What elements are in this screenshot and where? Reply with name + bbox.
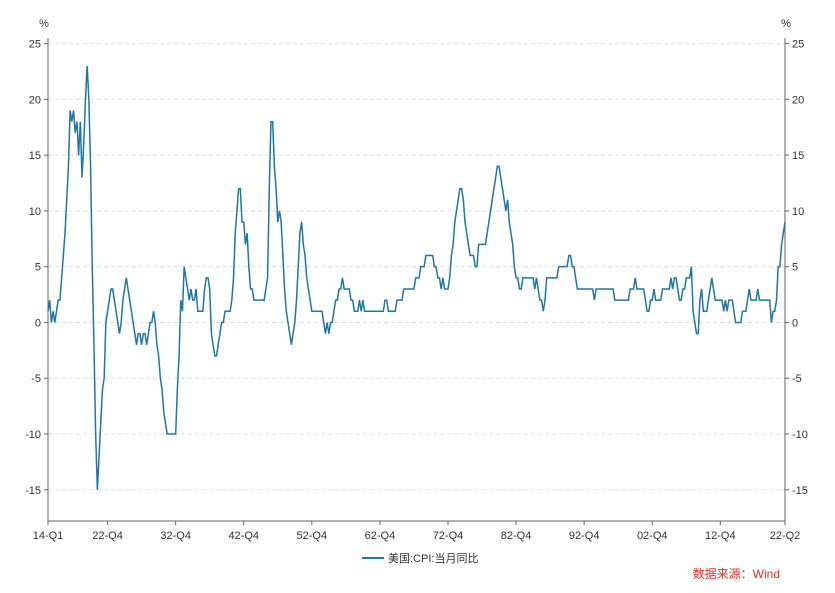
- x-tick-label: 32-Q4: [160, 530, 191, 542]
- y2-tick-label: 15: [792, 150, 804, 162]
- x-tick-label: 62-Q4: [365, 530, 396, 542]
- x-tick-label: 22-Q2: [770, 530, 801, 542]
- y-tick-label: 5: [35, 262, 41, 274]
- y2-tick-label: 25: [792, 39, 804, 51]
- x-tick-label: 42-Q4: [228, 530, 259, 542]
- y-tick-label: -15: [25, 485, 41, 497]
- y-tick-label: 15: [29, 150, 41, 162]
- x-tick-label: 14-Q1: [33, 530, 64, 542]
- y-tick-label: -10: [25, 429, 41, 441]
- y2-tick-label: 10: [792, 206, 804, 218]
- legend-label: 美国:CPI:当月同比: [388, 551, 478, 565]
- y-tick-label: 20: [29, 94, 41, 106]
- y2-tick-label: -15: [792, 485, 808, 497]
- x-tick-label: 72-Q4: [433, 530, 464, 542]
- y-tick-label: 10: [29, 206, 41, 218]
- x-tick-label: 12-Q4: [705, 530, 736, 542]
- y2-tick-label: -5: [792, 373, 802, 385]
- source: 数据来源：Wind: [693, 566, 780, 581]
- y2-tick-label: 0: [792, 317, 798, 329]
- y-unit: %: [39, 18, 49, 30]
- x-tick-label: 52-Q4: [297, 530, 328, 542]
- y-tick-label: 0: [35, 317, 41, 329]
- x-tick-label: 92-Q4: [569, 530, 600, 542]
- x-tick-label: 22-Q4: [92, 530, 123, 542]
- y-tick-label: -5: [31, 373, 41, 385]
- x-tick-label: 02-Q4: [637, 530, 668, 542]
- y2-tick-label: -10: [792, 429, 808, 441]
- series-line: [47, 65, 786, 490]
- y-tick-label: 25: [29, 39, 41, 51]
- y2-tick-label: 5: [792, 262, 798, 274]
- y2-tick-label: 20: [792, 94, 804, 106]
- x-tick-label: 82-Q4: [501, 530, 532, 542]
- y2-unit: %: [781, 18, 791, 30]
